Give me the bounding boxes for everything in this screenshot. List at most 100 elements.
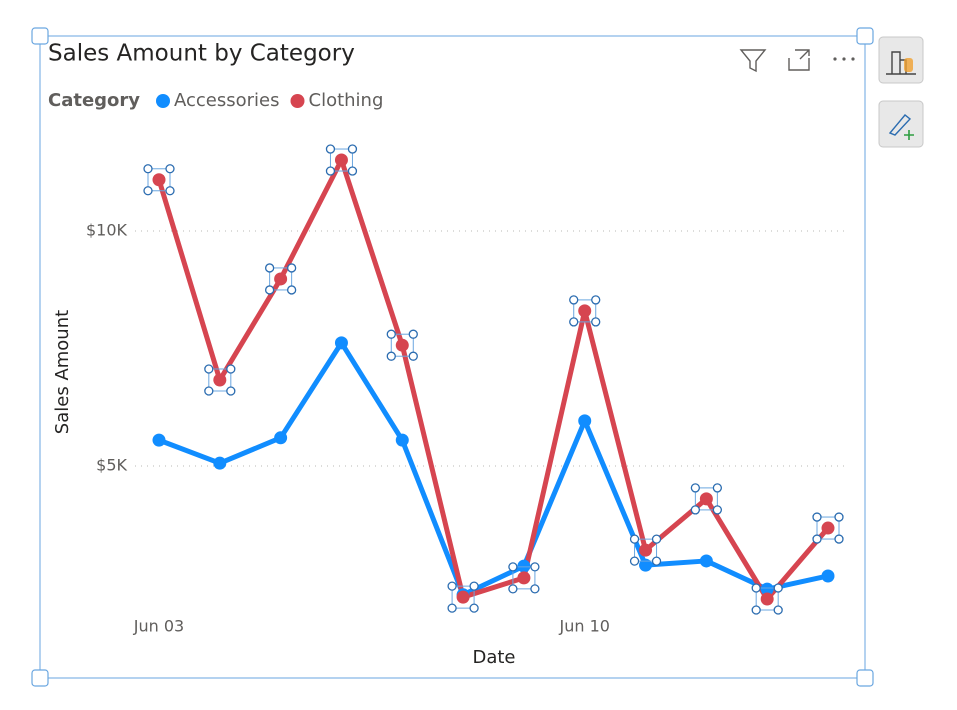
- more-options[interactable]: [833, 57, 855, 61]
- selection-handle: [469, 603, 479, 613]
- selection-box: [755, 587, 779, 611]
- resize-handle[interactable]: [856, 669, 874, 687]
- selection-handle: [204, 386, 214, 396]
- chart-title: Sales Amount by Category: [48, 41, 355, 67]
- filter-icon[interactable]: [739, 49, 767, 73]
- selection-handle: [751, 605, 761, 615]
- selection-handle: [165, 186, 175, 196]
- selection-handle: [386, 351, 396, 361]
- data-point: [334, 153, 348, 167]
- dot: [833, 57, 837, 61]
- selection-handles: [447, 581, 479, 613]
- series-line: [156, 157, 830, 602]
- selection-handle: [712, 483, 723, 493]
- data-point: [821, 569, 835, 583]
- selection-handle: [447, 603, 457, 613]
- legend-label: Accessories: [174, 90, 280, 111]
- selection-box: [451, 585, 475, 609]
- selection-handle: [469, 581, 479, 591]
- legend-marker: [290, 94, 305, 108]
- data-point: [760, 582, 774, 596]
- dot: [851, 57, 855, 61]
- selection-handle: [690, 505, 701, 515]
- selection-handle: [591, 295, 601, 305]
- selection-box: [573, 299, 597, 323]
- selection-box: [816, 516, 840, 540]
- selection-box: [269, 267, 293, 291]
- selection-handle: [143, 164, 153, 174]
- selection-handles: [751, 583, 783, 615]
- selection-handle: [325, 144, 336, 154]
- data-point: [395, 433, 409, 447]
- data-point: [760, 592, 774, 606]
- resize-handle[interactable]: [31, 27, 49, 45]
- resize-handles: [31, 27, 874, 687]
- selection-handle: [530, 562, 540, 572]
- selection-handles: [569, 295, 601, 327]
- data-point: [517, 571, 531, 585]
- selection-box: [208, 368, 232, 392]
- selection-handle: [386, 329, 396, 339]
- data-point: [152, 173, 166, 187]
- selection-handle: [629, 534, 640, 544]
- selection-handles: [508, 562, 540, 594]
- selection-handle: [569, 295, 579, 305]
- x-tick-label: Jun 03: [133, 617, 184, 636]
- selection-box: [329, 148, 353, 172]
- selection-handle: [773, 605, 783, 615]
- selection-handle: [569, 317, 579, 327]
- data-point: [152, 433, 166, 447]
- selection-handle: [264, 285, 275, 295]
- data-point: [699, 554, 713, 568]
- plot-area: $5K $10K Jun 03 Jun 10 Accessories Clothing: [86, 90, 845, 636]
- data-point: [456, 590, 470, 604]
- focus-icon[interactable]: [788, 49, 810, 71]
- data-point: [639, 558, 653, 572]
- legend-marker: [156, 94, 170, 108]
- selection-box: [147, 168, 171, 192]
- selection-handles: [386, 329, 418, 361]
- selection-handle: [508, 562, 518, 572]
- selection-handle: [773, 583, 783, 593]
- y-axis-title: Sales Amount: [52, 310, 73, 434]
- selection-handle: [591, 317, 601, 327]
- selection-handles: [143, 164, 175, 196]
- selection-handle: [408, 351, 418, 361]
- selection-handle: [834, 534, 844, 544]
- selection-handle: [690, 483, 701, 493]
- selection-handle: [408, 329, 418, 339]
- selection-handle: [651, 534, 662, 544]
- selection-handle: [347, 166, 358, 176]
- selection-handle: [447, 581, 457, 591]
- resize-handle[interactable]: [856, 27, 874, 45]
- selection-handle: [508, 584, 518, 594]
- data-point: [213, 373, 227, 387]
- selection-handle: [751, 583, 761, 593]
- data-point: [395, 338, 409, 352]
- selection-handle: [286, 285, 297, 295]
- data-point: [274, 431, 288, 445]
- selection-handles: [264, 263, 297, 295]
- selection-handle: [325, 166, 336, 176]
- y-tick-label: $5K: [96, 456, 127, 475]
- data-point: [274, 272, 288, 286]
- data-point: [578, 304, 592, 318]
- selection-handles: [812, 512, 844, 544]
- resize-handle[interactable]: [31, 669, 49, 687]
- x-tick-label: Jun 10: [559, 617, 610, 636]
- selection-handle: [204, 364, 214, 374]
- format-visual-button[interactable]: [878, 100, 924, 148]
- series-line: [158, 340, 829, 598]
- selection-handles: [325, 144, 358, 176]
- selection-handle: [629, 556, 640, 566]
- selection-handle: [834, 512, 844, 522]
- data-point: [699, 492, 713, 506]
- selection-box: [694, 487, 718, 511]
- selection-handle: [143, 186, 153, 196]
- selection-handle: [812, 534, 822, 544]
- selection-handle: [347, 144, 358, 154]
- selection-handle: [812, 512, 822, 522]
- selection-box: [634, 538, 658, 562]
